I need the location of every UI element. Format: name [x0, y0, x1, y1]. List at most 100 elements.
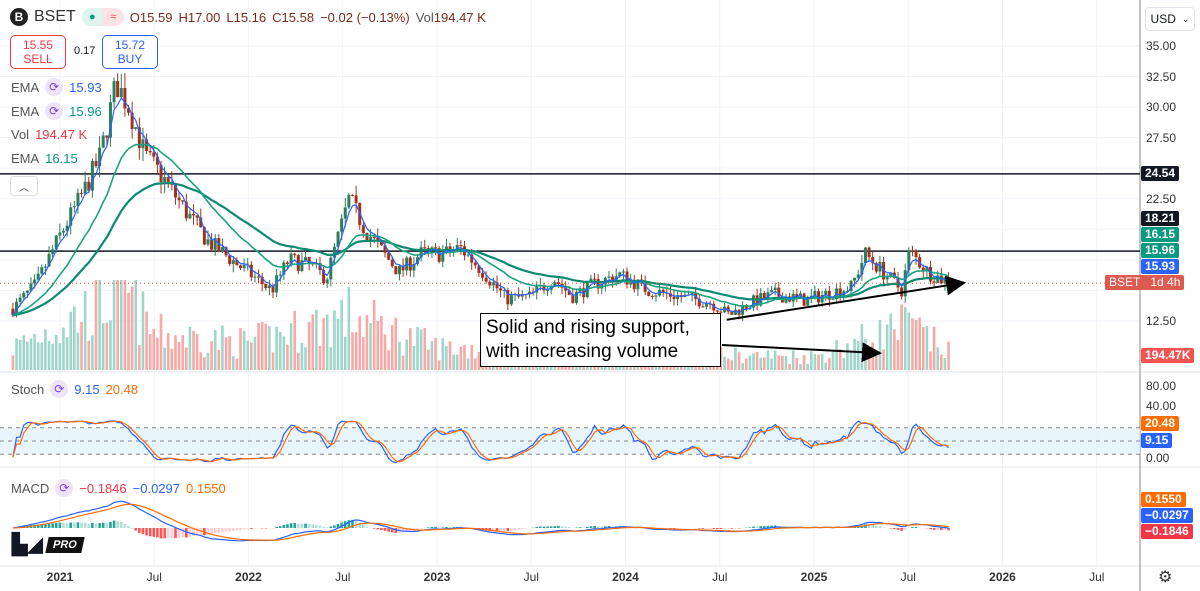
volume-bar: [376, 320, 380, 370]
candle-body: [921, 267, 925, 272]
candle-body: [582, 288, 586, 298]
candle-body: [910, 250, 914, 252]
price-label-18-21: 18.21: [1141, 211, 1180, 226]
market-status-pill[interactable]: ● ≈: [81, 8, 124, 26]
candle-body: [293, 253, 297, 256]
volume-bar: [318, 345, 322, 370]
refresh-icon[interactable]: ⟳: [55, 479, 74, 497]
volume-bar: [437, 360, 441, 370]
volume-bar: [434, 337, 437, 370]
macd-histogram-bar: [185, 528, 188, 538]
candle-body: [289, 253, 293, 264]
legend-ema-2[interactable]: EMA ⟳ 15.96: [11, 102, 102, 120]
volume-bar: [903, 306, 907, 370]
refresh-icon[interactable]: ⟳: [45, 102, 64, 120]
macd-histogram-bar: [383, 528, 387, 531]
macd-histogram-bar: [864, 524, 867, 528]
refresh-icon[interactable]: ⟳: [45, 78, 64, 96]
macd-histogram-bar: [448, 527, 452, 528]
legend-macd[interactable]: MACD ⟳ −0.1846 −0.0297 0.1550: [11, 479, 226, 497]
volume-bar: [820, 353, 824, 370]
volume-bar: [33, 334, 36, 370]
macd-histogram-bar: [351, 519, 354, 528]
macd-histogram-bar: [405, 528, 408, 532]
volume-bar: [358, 316, 362, 370]
volume-bar: [846, 343, 849, 370]
chevron-up-icon: ︿: [19, 182, 29, 194]
legend-stoch[interactable]: Stoch ⟳ 9.15 20.48: [11, 380, 138, 398]
volume-bar: [282, 336, 286, 370]
candle-body: [343, 207, 347, 219]
volume-bar: [62, 327, 65, 370]
volume-bar: [423, 327, 427, 370]
legend-ema-1[interactable]: EMA ⟳ 15.93: [11, 78, 102, 96]
refresh-icon[interactable]: ⟳: [50, 380, 69, 398]
volume-bar: [343, 336, 347, 370]
volume-bar: [69, 311, 73, 370]
volume-bar: [11, 355, 15, 370]
candle-body: [531, 291, 535, 293]
candle-body: [806, 297, 810, 306]
time-tick: 2022: [235, 570, 262, 584]
volume-bar: [127, 292, 130, 370]
volume-bar: [101, 323, 105, 370]
settings-gear-icon[interactable]: ⚙: [1158, 569, 1173, 586]
macd-histogram-bar: [932, 528, 936, 530]
volume-bar: [408, 328, 412, 370]
price-tick: 22.50: [1146, 191, 1177, 206]
macd-histogram-bar: [878, 526, 882, 528]
candle-body: [116, 81, 120, 98]
stoch-k-value: 9.15: [74, 381, 100, 397]
sell-button[interactable]: 15.55 SELL: [10, 35, 66, 69]
macd-histogram-bar: [253, 528, 257, 529]
macd-histogram-bar: [51, 523, 54, 528]
collapse-legend-button[interactable]: ︿: [10, 176, 38, 196]
macd-histogram-bar: [246, 528, 250, 529]
macd-histogram-bar: [116, 521, 119, 528]
candle-body: [202, 227, 206, 245]
volume-bar: [264, 323, 268, 370]
volume-bar: [221, 325, 224, 370]
candle-body: [325, 279, 329, 284]
sell-label: SELL: [23, 52, 53, 66]
volume-bar: [300, 342, 304, 370]
macd-histogram-bar: [98, 523, 101, 528]
currency-select[interactable]: USD ⌄: [1145, 7, 1195, 31]
macd-histogram-bar: [390, 528, 394, 533]
buy-label: BUY: [117, 52, 143, 66]
macd-histogram-bar: [752, 526, 755, 528]
time-tick: 2024: [612, 570, 639, 584]
macd-histogram-bar: [517, 528, 520, 530]
annotation-callout[interactable]: Solid and rising support, with increasing…: [480, 313, 721, 367]
volume-bar: [817, 354, 820, 370]
macd-histogram-bar: [322, 526, 325, 528]
volume-bar: [734, 347, 737, 370]
candle-body: [491, 282, 495, 286]
buy-button[interactable]: 15.72 BUY: [102, 35, 158, 69]
open-value: O15.59: [129, 9, 173, 25]
macd-histogram-bar: [163, 528, 166, 539]
symbol-name[interactable]: BSET: [34, 8, 76, 25]
macd-histogram-bar: [672, 528, 676, 530]
candle-body: [361, 225, 365, 233]
volume-bar: [799, 364, 802, 370]
volume-bar: [51, 343, 54, 370]
macd-histogram-bar: [134, 528, 138, 531]
candle-body: [134, 127, 138, 129]
symbol-header: B BSET ● ≈ O15.59 H17.00 L15.16 C15.58 −0…: [10, 8, 486, 26]
volume-bar: [755, 351, 759, 370]
volume-bar: [416, 327, 419, 370]
candle-body: [98, 147, 102, 167]
candle-body: [408, 257, 412, 271]
legend-ema-3[interactable]: EMA 16.15: [11, 151, 78, 166]
candle-body: [567, 290, 571, 295]
macd-histogram-bar: [604, 526, 607, 528]
legend-volume[interactable]: Vol 194.47 K: [11, 127, 87, 142]
candle-body: [932, 281, 936, 283]
macd-histogram-bar: [596, 526, 600, 528]
candle-body: [217, 238, 221, 252]
candle-body: [611, 276, 615, 283]
macd-histogram-bar: [297, 523, 300, 528]
volume-bar: [123, 280, 127, 370]
